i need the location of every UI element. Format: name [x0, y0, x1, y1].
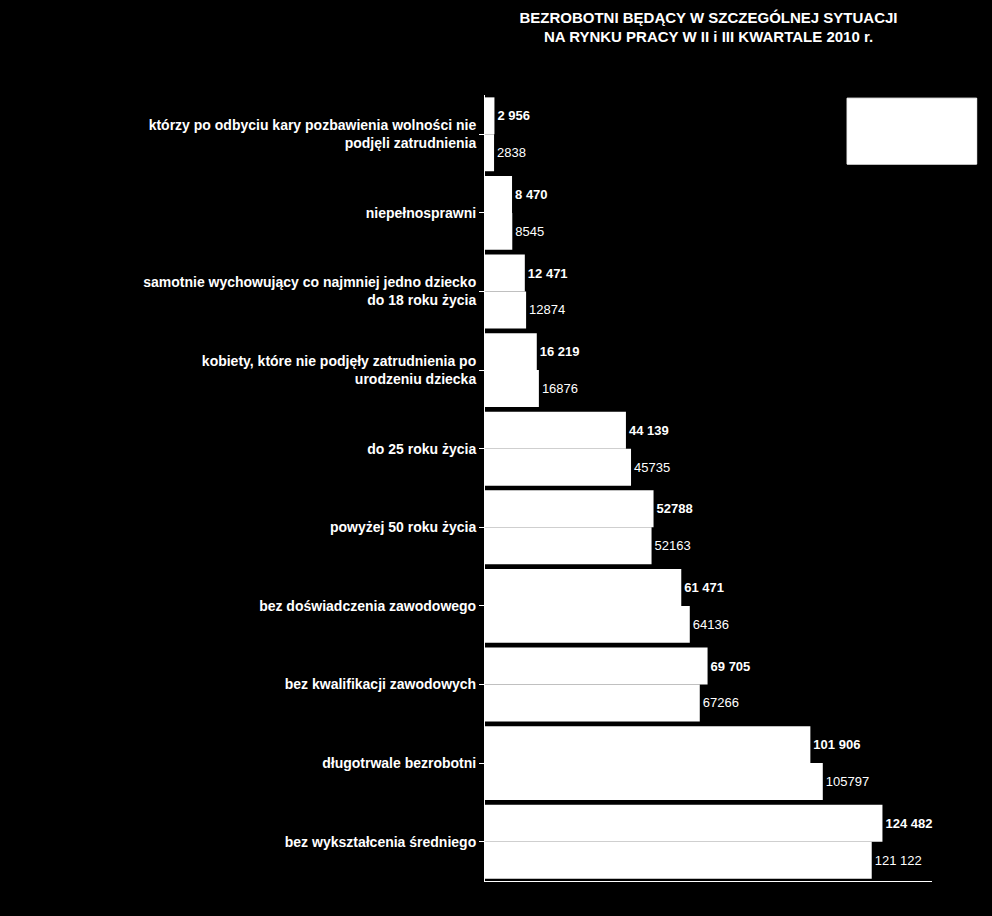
svg-text:powyżej 50 roku życia: powyżej 50 roku życia — [330, 519, 476, 535]
svg-text:BEZROBOTNI BĘDĄCY W SZCZEGÓLNE: BEZROBOTNI BĘDĄCY W SZCZEGÓLNEJ SYTUACJI… — [519, 9, 897, 46]
svg-text:45735: 45735 — [634, 460, 670, 475]
svg-text:2 956: 2 956 — [497, 108, 530, 123]
svg-text:69 705: 69 705 — [711, 659, 751, 674]
svg-text:67266: 67266 — [703, 695, 739, 710]
svg-text:44 139: 44 139 — [629, 423, 669, 438]
svg-text:101 906: 101 906 — [813, 737, 860, 752]
svg-text:do 25 roku życia: do 25 roku życia — [367, 441, 476, 457]
svg-text:którzy po odbyciu kary pozbawi: którzy po odbyciu kary pozbawienia wolno… — [149, 117, 477, 151]
svg-text:samotnie wychowujący co najmni: samotnie wychowujący co najmniej jedno d… — [143, 274, 476, 308]
svg-text:2838: 2838 — [497, 145, 526, 160]
svg-text:61 471: 61 471 — [684, 580, 724, 595]
svg-text:8545: 8545 — [515, 224, 544, 239]
svg-text:12 471: 12 471 — [528, 266, 568, 281]
svg-text:124 482: 124 482 — [885, 816, 932, 831]
svg-text:64136: 64136 — [693, 617, 729, 632]
svg-text:12874: 12874 — [529, 302, 565, 317]
svg-text:105797: 105797 — [826, 774, 869, 789]
svg-text:16876: 16876 — [542, 381, 578, 396]
svg-text:52788: 52788 — [657, 501, 693, 516]
svg-text:bez doświadczenia zawodowego: bez doświadczenia zawodowego — [259, 598, 476, 614]
svg-text:długotrwale bezrobotni: długotrwale bezrobotni — [322, 755, 476, 771]
svg-text:16 219: 16 219 — [540, 344, 580, 359]
svg-text:kobiety, które nie podjęły zat: kobiety, które nie podjęły zatrudnienia … — [202, 353, 477, 387]
svg-text:niepełnosprawni: niepełnosprawni — [366, 205, 476, 221]
svg-text:8 470: 8 470 — [515, 187, 548, 202]
svg-text:121 122: 121 122 — [875, 853, 922, 868]
svg-text:bez kwalifikacji zawodowych: bez kwalifikacji zawodowych — [285, 676, 476, 692]
svg-text:bez wykształcenia średniego: bez wykształcenia średniego — [285, 834, 476, 850]
svg-text:52163: 52163 — [655, 538, 691, 553]
